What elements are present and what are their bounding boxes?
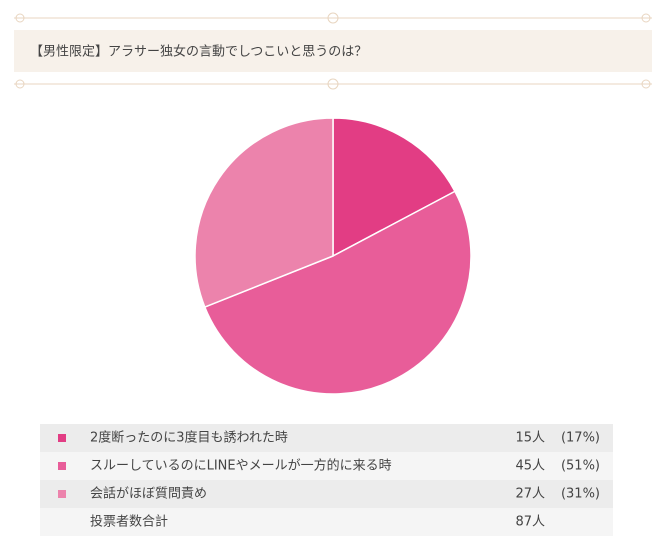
pie-slice (203, 190, 472, 395)
share-label: (31%) (561, 487, 600, 502)
table-row (40, 480, 613, 508)
share-label: (17%) (561, 431, 600, 446)
total-label: 投票者数合計 (90, 514, 168, 530)
table-row (40, 452, 613, 480)
chart-title: 【男性限定】アラサー独女の言動でしつこいと思うのは？ (30, 44, 367, 60)
pie-slice (194, 117, 334, 309)
pie-slice (332, 117, 456, 258)
count-label: 27人 (515, 487, 545, 502)
legend-label: スルーしているのにLINEやメールが一方的に来る時 (90, 458, 392, 474)
count-label: 45人 (515, 459, 545, 474)
legend-marker (58, 434, 66, 442)
title-box (14, 30, 652, 72)
count-label: 15人 (515, 431, 545, 446)
legend-marker (58, 462, 66, 470)
table-row (40, 424, 613, 452)
ornament (14, 12, 652, 90)
total-value: 87人 (515, 515, 545, 530)
legend-marker (58, 490, 66, 498)
table-row (40, 508, 613, 536)
legend-label: 2度断ったのに3度目も誘われた時 (90, 430, 288, 446)
legend-label: 会話がほぼ質問責め (90, 486, 207, 502)
share-label: (51%) (561, 459, 600, 474)
